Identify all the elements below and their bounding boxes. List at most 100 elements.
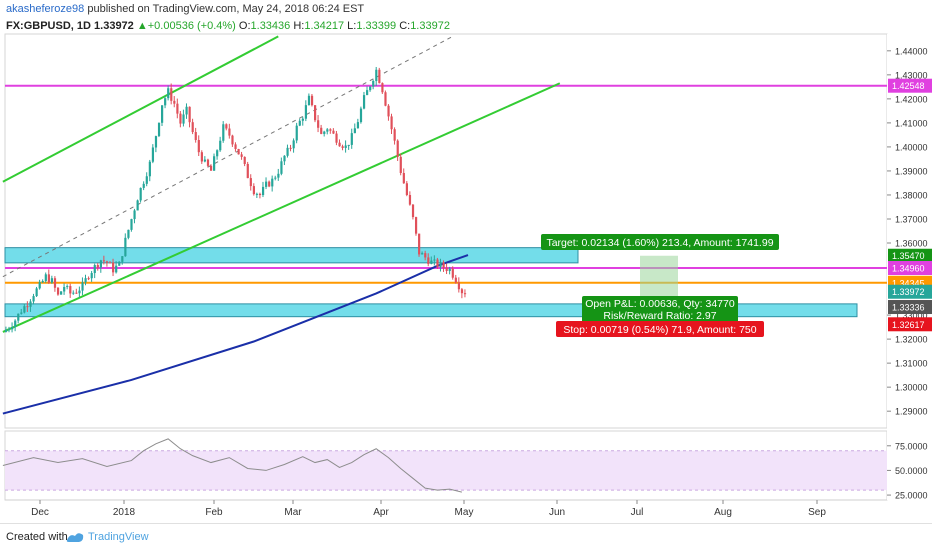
time-tick-label: Jul	[631, 507, 644, 518]
candle-body	[185, 106, 188, 115]
candle-body	[112, 262, 115, 273]
candle-body	[66, 286, 69, 288]
candle-body	[4, 329, 8, 332]
time-tick-label: Dec	[31, 507, 49, 518]
candle-body	[115, 265, 118, 273]
candle-body	[362, 95, 366, 109]
candle-body	[454, 277, 457, 283]
target-label[interactable]: Target: 0.02134 (1.60%) 213.4, Amount: 1…	[546, 237, 773, 249]
price-label[interactable]: 1.33972	[892, 287, 925, 297]
price-tick-label: 1.42000	[895, 94, 928, 104]
channel-mid-line[interactable]	[2, 35, 453, 278]
candle-body	[176, 103, 179, 114]
candle-body	[457, 282, 461, 290]
candle-body	[424, 253, 427, 258]
channel-upper-line[interactable]	[2, 35, 279, 183]
candle-body	[203, 159, 207, 162]
price-tick-label: 1.30000	[895, 383, 928, 393]
candle-body	[271, 178, 274, 187]
candle-body	[44, 274, 47, 282]
candle-body	[213, 156, 216, 171]
candle-body	[356, 122, 360, 129]
oscillator-line[interactable]	[2, 438, 462, 493]
candle-body	[164, 98, 167, 106]
candle-body	[261, 186, 265, 196]
candle-body	[418, 233, 421, 255]
candle-body	[366, 90, 369, 96]
candle-body	[108, 262, 112, 264]
candle-body	[182, 114, 185, 124]
candle-body	[338, 142, 341, 147]
candle-body	[445, 267, 448, 272]
symbol-name[interactable]: FX:GBPUSD, 1D	[6, 20, 91, 32]
candle-body	[14, 320, 17, 328]
price-label[interactable]: 1.34960	[892, 263, 925, 273]
moving-average-line[interactable]	[2, 254, 469, 415]
candle-body	[118, 261, 121, 266]
candle-body	[289, 147, 292, 149]
up-arrow-icon: ▲	[136, 20, 148, 32]
candle-body	[243, 156, 246, 164]
candle-body	[396, 140, 399, 157]
support-zone[interactable]	[4, 247, 579, 264]
candle-body	[427, 257, 430, 264]
candle-body	[96, 265, 99, 268]
brand-name[interactable]: TradingView	[88, 531, 149, 543]
candle-body	[124, 237, 127, 257]
candle-body	[393, 129, 396, 141]
candle-body	[56, 287, 60, 295]
price-label[interactable]: 1.42548	[892, 81, 925, 91]
candle-body	[274, 177, 277, 179]
price-label[interactable]: 1.33336	[892, 303, 925, 313]
candle-body	[17, 313, 20, 321]
candle-body	[280, 161, 283, 174]
stop-label[interactable]: Stop: 0.00719 (0.54%) 71.9, Amount: 750	[563, 324, 756, 336]
candle-body	[252, 186, 255, 195]
open-pl-label[interactable]: Open P&L: 0.00636, Qty: 34770	[585, 298, 735, 310]
candle-body	[329, 129, 332, 131]
price-label[interactable]: 1.35470	[892, 251, 925, 261]
price-label-box	[888, 248, 932, 263]
candle-body	[23, 306, 26, 313]
candle-body	[41, 281, 44, 283]
price-tick-label: 1.29000	[895, 407, 928, 417]
candle-body	[47, 274, 50, 283]
candle-body	[50, 278, 54, 283]
candle-body	[341, 146, 344, 148]
candle-body	[219, 140, 222, 151]
candle-body	[32, 296, 35, 302]
low-label: L:	[347, 20, 357, 32]
time-tick-label: Feb	[205, 507, 223, 518]
candle-body	[265, 181, 268, 187]
author-name[interactable]: akasheferoze98	[6, 3, 85, 15]
candle-body	[326, 129, 329, 132]
published-text: published on TradingView.com, May 24, 20…	[87, 3, 365, 15]
candle-body	[304, 105, 308, 119]
last-price: 1.33972	[94, 20, 134, 32]
main-pane-border	[4, 33, 888, 429]
candle-body	[170, 88, 173, 101]
price-label[interactable]: 1.32617	[892, 320, 925, 330]
price-tick-label: 1.38000	[895, 190, 928, 200]
risk-reward-label[interactable]: Risk/Reward Ratio: 2.97	[603, 310, 716, 322]
candle-body	[378, 69, 381, 84]
channel-lower-line[interactable]	[2, 82, 561, 333]
price-tick-label: 1.41000	[895, 118, 928, 128]
candle-body	[157, 122, 161, 137]
stop-label-box	[556, 321, 764, 337]
chart-area[interactable]: Target: 0.02134 (1.60%) 213.4, Amount: 1…	[0, 0, 932, 523]
candle-body	[105, 261, 109, 263]
candle-body	[448, 268, 451, 272]
time-tick-label: Sep	[808, 507, 826, 518]
target-label-box	[541, 234, 779, 250]
candle-body	[277, 173, 280, 178]
candle-body	[411, 204, 415, 218]
candle-body	[234, 144, 237, 150]
candle-body	[384, 92, 387, 106]
candle-body	[307, 95, 311, 106]
high-value: 1.34217	[304, 20, 345, 32]
candle-body	[442, 262, 445, 268]
price-label[interactable]: 1.34345	[892, 278, 925, 288]
candle-body	[246, 163, 249, 179]
candle-body	[399, 156, 402, 173]
